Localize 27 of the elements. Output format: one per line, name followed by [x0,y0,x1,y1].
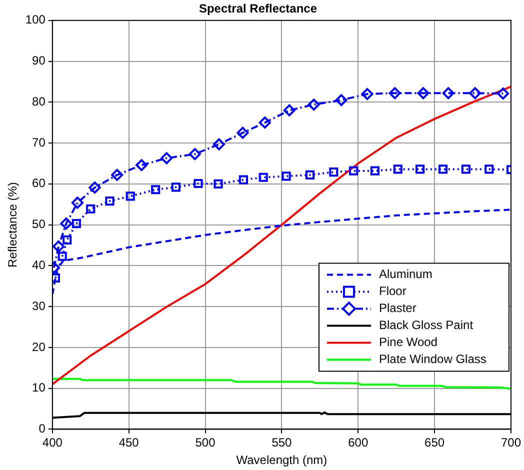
legend-label: Plaster [378,301,416,316]
legend-label: Aluminum [378,267,432,282]
y-tick-label: 80 [32,94,46,108]
legend-label: Pine Wood [378,335,438,350]
x-tick-label: 650 [424,436,445,450]
y-tick-label: 10 [32,380,46,395]
y-tick-label: 70 [32,135,46,150]
y-tick-label: 30 [32,298,46,313]
x-tick-label: 500 [195,436,216,450]
y-tick-label: 100 [25,12,46,27]
y-tick-label: 60 [32,176,46,190]
x-tick-label: 700 [500,436,522,450]
x-axis-title: Wavelength (nm) [236,453,328,468]
x-tick-label: 600 [348,436,368,450]
legend-label: Floor [378,284,406,298]
y-tick-label: 90 [32,54,46,68]
y-tick-label: 20 [32,340,46,354]
x-tick-label: 450 [118,436,140,450]
x-tick-label: 550 [272,436,292,450]
y-tick-label: 40 [32,258,46,272]
x-tick-label: 400 [42,436,63,450]
y-tick-label: 50 [32,217,46,232]
legend-label: Plate Window Glass [378,352,486,366]
chart-title: Spectral Reflectance [198,2,318,16]
y-tick-label: 0 [38,422,46,436]
legend-label: Black Gloss Paint [378,318,474,332]
y-axis-title: Reflectance (%) [6,182,20,268]
